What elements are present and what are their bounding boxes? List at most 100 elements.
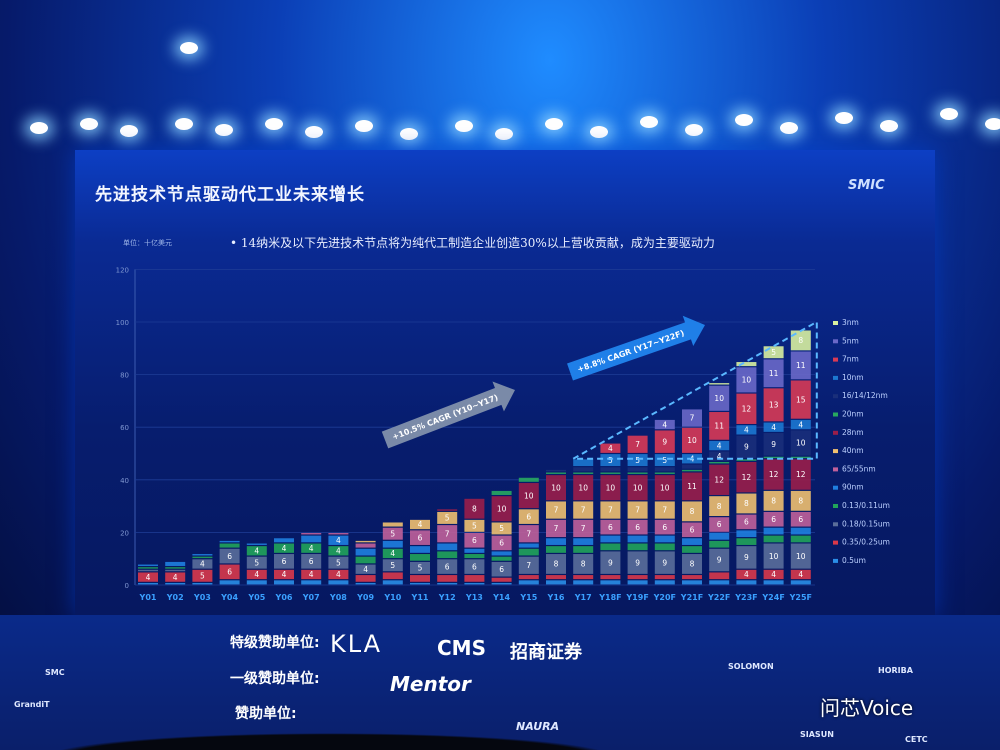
segment-label: 5	[662, 456, 667, 465]
bar-segment-0.18/0.15um	[736, 546, 757, 569]
bar-segment-0.13/0.11um	[464, 554, 485, 559]
bar-segment-65/55nm	[573, 519, 594, 538]
stage-light	[355, 120, 373, 132]
segment-label: 11	[687, 482, 697, 491]
bar-segment-0.18/0.15um	[328, 556, 349, 569]
stage-light	[640, 116, 658, 128]
bar-segment-0.35/0.25um	[138, 572, 158, 582]
bar-segment-0.35/0.25um	[219, 564, 240, 580]
bar-segment-40nm	[600, 501, 621, 519]
bar-segment-16/14/12nm	[682, 464, 702, 469]
bar-segment-20nm	[654, 472, 675, 474]
bar-segment-0.18/0.15um	[219, 548, 240, 564]
x-tick-label: Y17	[574, 593, 592, 602]
bar-segment-20nm	[682, 469, 702, 472]
segment-label: 7	[690, 414, 695, 423]
segment-label: 10	[633, 483, 643, 492]
bar-segment-0.35/0.25um	[355, 575, 376, 582]
bar-segment-10nm	[790, 419, 811, 430]
bar-segment-0.5um	[600, 580, 621, 585]
bar-segment-16/14/12nm	[790, 430, 811, 456]
segment-label: 4	[717, 452, 722, 461]
bar-segment-0.5um	[437, 582, 458, 585]
x-tick-label: Y14	[492, 593, 510, 602]
segment-label: 11	[769, 369, 779, 378]
legend-swatch	[833, 558, 838, 563]
legend-label: 16/14/12nm	[842, 391, 888, 400]
bar-segment-3nm	[736, 362, 757, 367]
bar-segment-65/55nm	[654, 519, 675, 535]
bullet-text: • 14纳米及以下先进技术节点将为纯代工制造企业创造30%以上营收贡献，成为主要…	[230, 236, 715, 250]
segment-label: 9	[744, 553, 749, 562]
bar-segment-20nm	[627, 472, 648, 474]
cagr-arrow-2: +8.8% CAGR (Y17~Y22F)	[567, 315, 705, 381]
legend-swatch	[833, 522, 838, 527]
horiba-logo: HORIBA	[878, 666, 913, 675]
segment-label: 6	[526, 512, 531, 521]
legend-swatch	[833, 357, 838, 362]
segment-label: 7	[526, 561, 531, 570]
bar-segment-90nm	[546, 538, 566, 545]
bar-segment-0.35/0.25um	[410, 575, 430, 582]
y-tick-label: 120	[116, 266, 129, 274]
y-tick-label: 60	[120, 424, 129, 432]
bar-segment-0.35/0.25um	[246, 569, 267, 580]
segment-label: 4	[282, 570, 287, 579]
bar-segment-90nm	[763, 527, 784, 535]
segment-label: 4	[798, 570, 803, 579]
bar-segment-0.5um	[192, 582, 213, 585]
bar-segment-0.13/0.11um	[790, 535, 811, 543]
y-tick-label: 100	[116, 319, 129, 327]
bar-segment-16/14/12nm	[573, 467, 594, 472]
segment-label: 10	[606, 483, 616, 492]
x-tick-label: Y23F	[734, 593, 757, 602]
bar-segment-28nm	[736, 461, 757, 493]
segment-label: 10	[551, 483, 561, 492]
bar-segment-28nm	[518, 483, 539, 509]
bar-segment-65/55nm	[301, 533, 322, 535]
bar-segment-20nm	[709, 461, 730, 464]
bar-segment-0.13/0.11um	[355, 556, 376, 564]
stage-light	[400, 128, 418, 140]
bar-segment-20nm	[491, 490, 512, 495]
bar-segment-65/55nm	[382, 527, 403, 540]
bar-segment-0.5um	[165, 582, 186, 585]
bar-segment-20nm	[518, 477, 539, 482]
cagr-arrow-1: +10.5% CAGR (Y10~Y17)	[381, 381, 516, 449]
stage-light	[175, 118, 193, 130]
bar-segment-0.18/0.15um	[627, 551, 648, 574]
segment-label: 6	[635, 523, 640, 532]
bar-segment-90nm	[246, 543, 267, 545]
x-tick-label: Y03	[193, 593, 211, 602]
legend-swatch	[833, 467, 838, 472]
legend-swatch	[833, 375, 838, 380]
cagr-arrow-1-label: +10.5% CAGR (Y10~Y17)	[391, 393, 499, 442]
bar-segment-65/55nm	[790, 511, 811, 527]
segment-label: 4	[744, 570, 749, 579]
legend-label: 5nm	[842, 336, 859, 345]
bar-segment-0.35/0.25um	[627, 575, 648, 580]
segment-label: 10	[687, 436, 697, 445]
bar-segment-0.18/0.15um	[437, 559, 458, 574]
bar-segment-5nm	[790, 351, 811, 380]
bar-segment-16/14/12nm	[736, 435, 757, 459]
bar-segment-0.35/0.25um	[192, 569, 213, 582]
bar-segment-65/55nm	[437, 525, 458, 543]
bar-segment-0.5um	[328, 580, 349, 585]
stage-light	[265, 118, 283, 130]
segment-label: 8	[798, 497, 803, 506]
bar-segment-90nm	[192, 554, 213, 556]
stage-light	[495, 128, 513, 140]
segment-label: 8	[472, 504, 477, 513]
bar-segment-10nm	[600, 454, 621, 467]
segment-label: 10	[578, 483, 588, 492]
bar-segment-0.18/0.15um	[518, 556, 539, 574]
bar-segment-0.5um	[274, 580, 294, 585]
segment-label: 7	[608, 506, 613, 515]
segment-label: 7	[581, 506, 586, 515]
y-tick-label: 20	[120, 529, 129, 537]
bar-segment-5nm	[736, 367, 757, 393]
bar-segment-0.18/0.15um	[165, 569, 186, 572]
bar-segment-90nm	[709, 533, 730, 540]
bar-segment-90nm	[790, 527, 811, 535]
